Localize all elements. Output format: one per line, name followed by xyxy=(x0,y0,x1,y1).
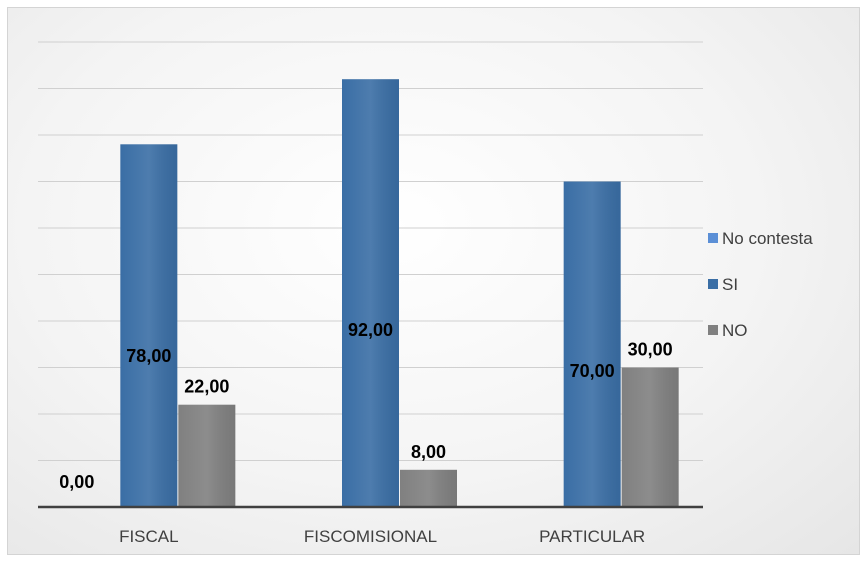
category-label-particular: PARTICULAR xyxy=(539,527,645,546)
x-axis: FISCAL FISCOMISIONAL PARTICULAR xyxy=(38,505,703,546)
bars xyxy=(120,79,679,508)
legend: No contesta SI NO xyxy=(708,229,813,340)
bar-sheen xyxy=(621,367,679,507)
data-label: 70,00 xyxy=(570,361,615,381)
data-label: 0,00 xyxy=(59,472,94,492)
legend-swatch-no-contesta xyxy=(708,233,718,243)
legend-label-no-contesta: No contesta xyxy=(722,229,813,248)
bar-sheen xyxy=(120,144,178,508)
data-label: 30,00 xyxy=(628,340,673,360)
bar-sheen xyxy=(400,469,457,507)
bar-sheen xyxy=(563,181,621,507)
data-label: 22,00 xyxy=(184,377,229,397)
category-label-fiscal: FISCAL xyxy=(119,527,179,546)
bar-sheen xyxy=(342,79,399,507)
bar-sheen xyxy=(178,404,236,507)
legend-label-si: SI xyxy=(722,275,738,294)
legend-swatch-no xyxy=(708,325,718,335)
chart-area: 0,00 78,00 22,00 92,00 8,00 70,00 30,00 FISCAL… xyxy=(7,7,860,555)
data-label: 92,00 xyxy=(348,320,393,340)
data-labels: 0,00 78,00 22,00 92,00 8,00 70,00 30,00 xyxy=(59,320,672,492)
data-label: 8,00 xyxy=(411,442,446,462)
bar-chart: 0,00 78,00 22,00 92,00 8,00 70,00 30,00 FISCAL… xyxy=(38,41,813,546)
legend-label-no: NO xyxy=(722,321,748,340)
legend-swatch-si xyxy=(708,279,718,289)
category-label-fiscomisional: FISCOMISIONAL xyxy=(304,527,437,546)
data-label: 78,00 xyxy=(126,346,171,366)
